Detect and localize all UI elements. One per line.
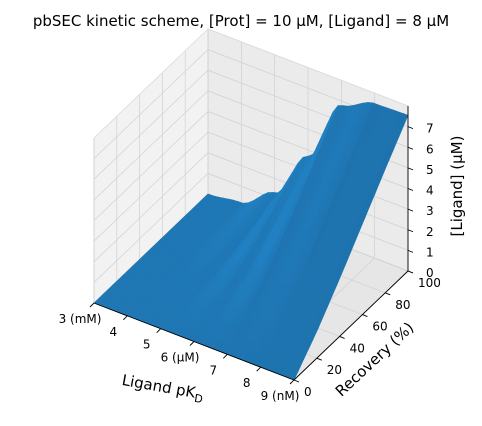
- z-tick-label: 0: [426, 266, 434, 280]
- z-tick-label: 3: [426, 204, 434, 218]
- y-tick-mark: [385, 292, 391, 296]
- x-tick-mark: [123, 315, 128, 321]
- y-axis-line: [293, 270, 409, 381]
- surface-mesh: [93, 102, 409, 381]
- z-tick-mark: [407, 208, 414, 212]
- chart-title: pbSEC kinetic scheme, [Prot] = 10 μM, [L…: [33, 12, 449, 30]
- z-tick-label: 1: [426, 245, 434, 259]
- y-tick-mark: [293, 379, 300, 383]
- z-tick-mark: [407, 249, 414, 253]
- x-tick-label: 8: [243, 376, 251, 390]
- y-tick-label: 40: [350, 341, 365, 355]
- z-tick-mark: [407, 188, 414, 191]
- grid-z-left: [93, 152, 209, 263]
- y-tick-label: 20: [327, 363, 342, 377]
- z-tick-label: 2: [426, 225, 434, 239]
- z-tick-label: 6: [426, 142, 434, 156]
- x-tick-mark: [189, 341, 195, 346]
- x-tick-mark: [289, 379, 295, 385]
- x-tick-label: 3 (mM): [59, 312, 102, 326]
- y-tick-mark: [339, 335, 345, 339]
- z-tick-label: 4: [426, 184, 434, 198]
- x-tick-mark: [89, 302, 95, 308]
- x-tick-mark: [256, 366, 261, 372]
- grid-z-left: [93, 131, 209, 242]
- y-tick-label: 0: [304, 385, 312, 399]
- y-tick-label: 60: [372, 320, 387, 334]
- x-axis-label: Ligand pKD: [120, 371, 205, 406]
- z-tick-mark: [407, 270, 414, 274]
- y-tick-label: 80: [395, 298, 410, 312]
- z-tick-mark: [407, 229, 414, 233]
- grid-z-left: [93, 90, 209, 201]
- grid-z-left: [93, 111, 209, 221]
- z-tick-mark: [407, 167, 414, 171]
- y-tick-mark: [362, 314, 368, 318]
- grid-z-left: [93, 173, 209, 283]
- z-axis-label: [Ligand] (μM): [448, 136, 466, 237]
- y-tick-label: 100: [418, 276, 441, 290]
- x-tick-mark: [223, 354, 228, 359]
- x-tick-label: 5: [143, 338, 151, 352]
- z-tick-mark: [407, 126, 414, 130]
- z-tick-label: 7: [426, 122, 434, 136]
- tick-labels: 3 (mM)456 (μM)789 (nM) 020406080100012345…: [59, 122, 441, 403]
- grid-z-left: [93, 69, 209, 180]
- x-tick-label: 9 (nM): [261, 389, 300, 403]
- x-tick-mark: [156, 328, 161, 333]
- z-tick-label: 5: [426, 163, 434, 177]
- x-tick-label: 6 (μM): [161, 351, 200, 365]
- z-tick-mark: [407, 146, 414, 150]
- x-tick-label: 7: [210, 363, 218, 377]
- grid-z-left: [93, 49, 209, 159]
- x-axis-label-subscript: D: [193, 392, 204, 406]
- y-tick-mark: [316, 357, 322, 361]
- x-tick-label: 4: [110, 325, 118, 339]
